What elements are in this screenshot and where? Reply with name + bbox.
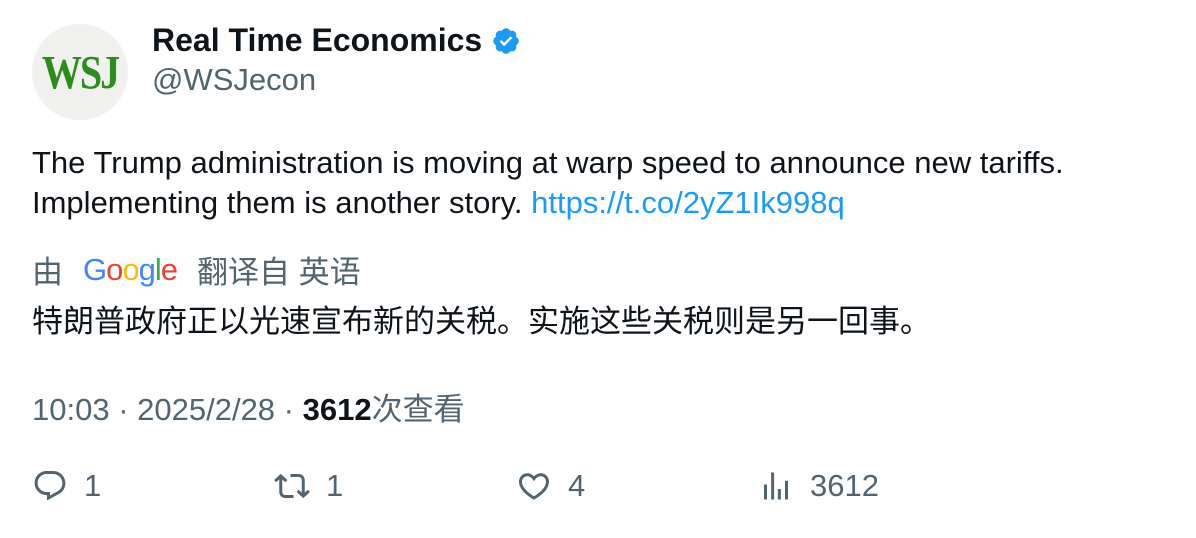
views-action-count: 3612 — [810, 468, 879, 503]
views-label: 次查看 — [371, 392, 465, 427]
google-logo: Google — [83, 251, 178, 287]
tweet-date[interactable]: 2025/2/28 — [137, 392, 276, 427]
tweet-link[interactable]: https://t.co/2yZ1Ik998q — [531, 185, 845, 220]
tweet-body: The Trump administration is moving at wa… — [32, 145, 1064, 220]
retweet-button[interactable]: 1 — [274, 468, 343, 504]
display-name[interactable]: Real Time Economics — [152, 22, 483, 58]
translation-from-label: 翻译自 英语 — [197, 255, 361, 290]
avatar[interactable]: WSJ — [32, 24, 128, 120]
translated-text: 特朗普政府正以光速宣布新的关税。实施这些关税则是另一回事。 — [32, 304, 931, 339]
verified-badge-icon — [491, 26, 521, 56]
handle[interactable]: @WSJecon — [152, 62, 317, 97]
like-count: 4 — [568, 468, 586, 503]
views-count: 3612 — [302, 392, 372, 427]
tweet-text: The Trump administration is moving at wa… — [32, 143, 1172, 223]
avatar-logo-text: WSJ — [41, 45, 120, 99]
views-button[interactable]: 3612 — [758, 468, 879, 504]
reply-count: 1 — [84, 468, 102, 503]
author-name-row: Real Time Economics — [152, 22, 521, 59]
translation-attribution: 由 Google 翻译自 英语 — [32, 247, 361, 292]
like-button[interactable]: 4 — [516, 468, 585, 504]
heart-icon — [518, 473, 550, 500]
tweet-meta: 10:03 · 2025/2/28 · 3612次查看 — [32, 392, 465, 427]
reply-button[interactable]: 1 — [32, 468, 101, 504]
tweet-time[interactable]: 10:03 — [32, 392, 110, 427]
reply-icon — [34, 471, 66, 501]
analytics-icon — [764, 472, 788, 500]
action-bar: 1 1 4 3612 — [0, 468, 1196, 518]
translation-by-label: 由 — [32, 255, 63, 290]
retweet-icon — [274, 473, 310, 499]
retweet-count: 1 — [326, 468, 344, 503]
